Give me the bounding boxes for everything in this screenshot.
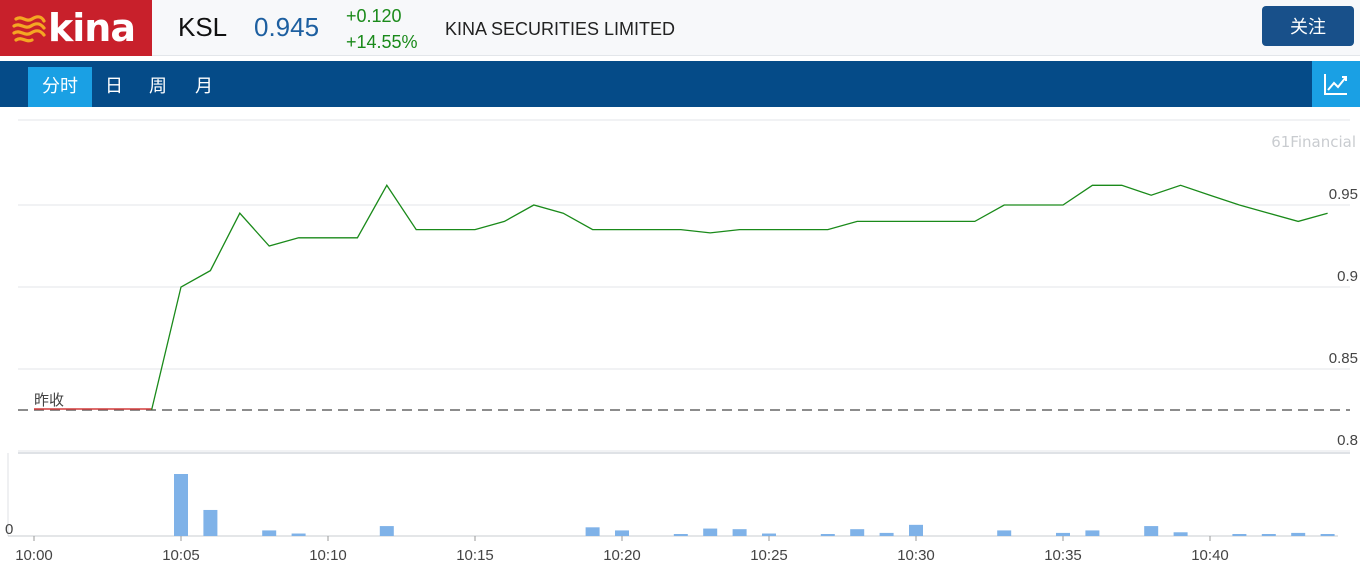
price-line [150,184,1328,411]
volume-bar [997,530,1012,536]
volume-bar [703,528,718,536]
volume-bar [1144,526,1159,536]
tab-intraday[interactable]: 分时 [28,67,92,107]
volume-bar [585,527,600,536]
price-grid [18,119,1350,452]
volume-bar [1085,530,1100,536]
volume-bar [262,530,277,536]
follow-button[interactable]: 关注 [1262,6,1354,46]
chart-type-button[interactable] [1312,61,1360,107]
stock-symbol: KSL [178,12,228,42]
change-absolute: +0.120 [346,6,402,26]
x-tick-label: 10:25 [750,547,788,564]
volume-bar [909,524,923,536]
change-percent: +14.55% [346,32,418,52]
previous-close-label: 昨收 [34,392,64,409]
volume-bar [1320,534,1335,536]
volume-zero-label: 0 [5,521,13,538]
x-tick-label: 10:10 [309,547,347,564]
volume-bar [379,526,394,536]
volume-bar [1173,532,1188,536]
tab-day[interactable]: 日 [105,76,123,97]
volume-bar [615,530,629,536]
x-tick-label: 10:30 [897,547,935,564]
y-tick-label: 0.85 [1329,350,1358,367]
y-tick-label: 0.9 [1337,268,1358,285]
x-tick-label: 10:00 [15,547,53,564]
volume-bar [850,529,865,536]
y-tick-label: 0.8 [1337,432,1358,449]
volume-bar [1056,532,1070,536]
volume-bar [879,532,894,536]
volume-bar [203,509,218,536]
x-tick-label: 10:20 [603,547,641,564]
volume-bars [174,474,1335,536]
x-tick-label: 10:35 [1044,547,1082,564]
line-chart-icon [1324,74,1347,95]
tab-week[interactable]: 周 [149,76,167,97]
volume-bar [291,533,306,536]
current-price: 0.945 [254,12,320,42]
kina-logo-icon [12,15,46,43]
logo-text: kina [48,6,136,50]
volume-bar [732,529,747,536]
tab-month[interactable]: 月 [195,76,213,97]
price-axis: 0.95 0.9 0.85 0.8 [1329,186,1358,449]
header-bar: kina KSL 0.945 +0.120 +14.55% KINA SECUR… [0,0,1360,56]
kina-logo[interactable]: kina [0,0,152,56]
volume-bar [1261,534,1276,536]
x-tick-label: 10:15 [456,547,494,564]
y-tick-label: 0.95 [1329,186,1358,203]
volume-bar [1291,532,1306,536]
volume-bar [174,474,188,536]
volume-bar [1232,534,1247,536]
x-tick-label: 10:40 [1191,547,1229,564]
volume-bar [820,534,835,536]
volume-bar [673,534,688,536]
company-name: KINA SECURITIES LIMITED [445,19,676,39]
watermark: 61Financial [1271,133,1356,151]
time-axis: 10:00 10:05 10:10 10:15 10:20 10:25 10:30 10:35… [15,536,1229,564]
x-tick-label: 10:05 [162,547,200,564]
price-change: +0.120 +14.55% [346,3,418,55]
volume-grid [7,452,1350,537]
intraday-chart[interactable]: 61Financial 0.950.90.850.8 昨收 0 10:00 10:… [0,107,1360,574]
volume-bar [762,533,776,536]
period-tab-bar: 分时 日 周 月 [0,61,1360,107]
